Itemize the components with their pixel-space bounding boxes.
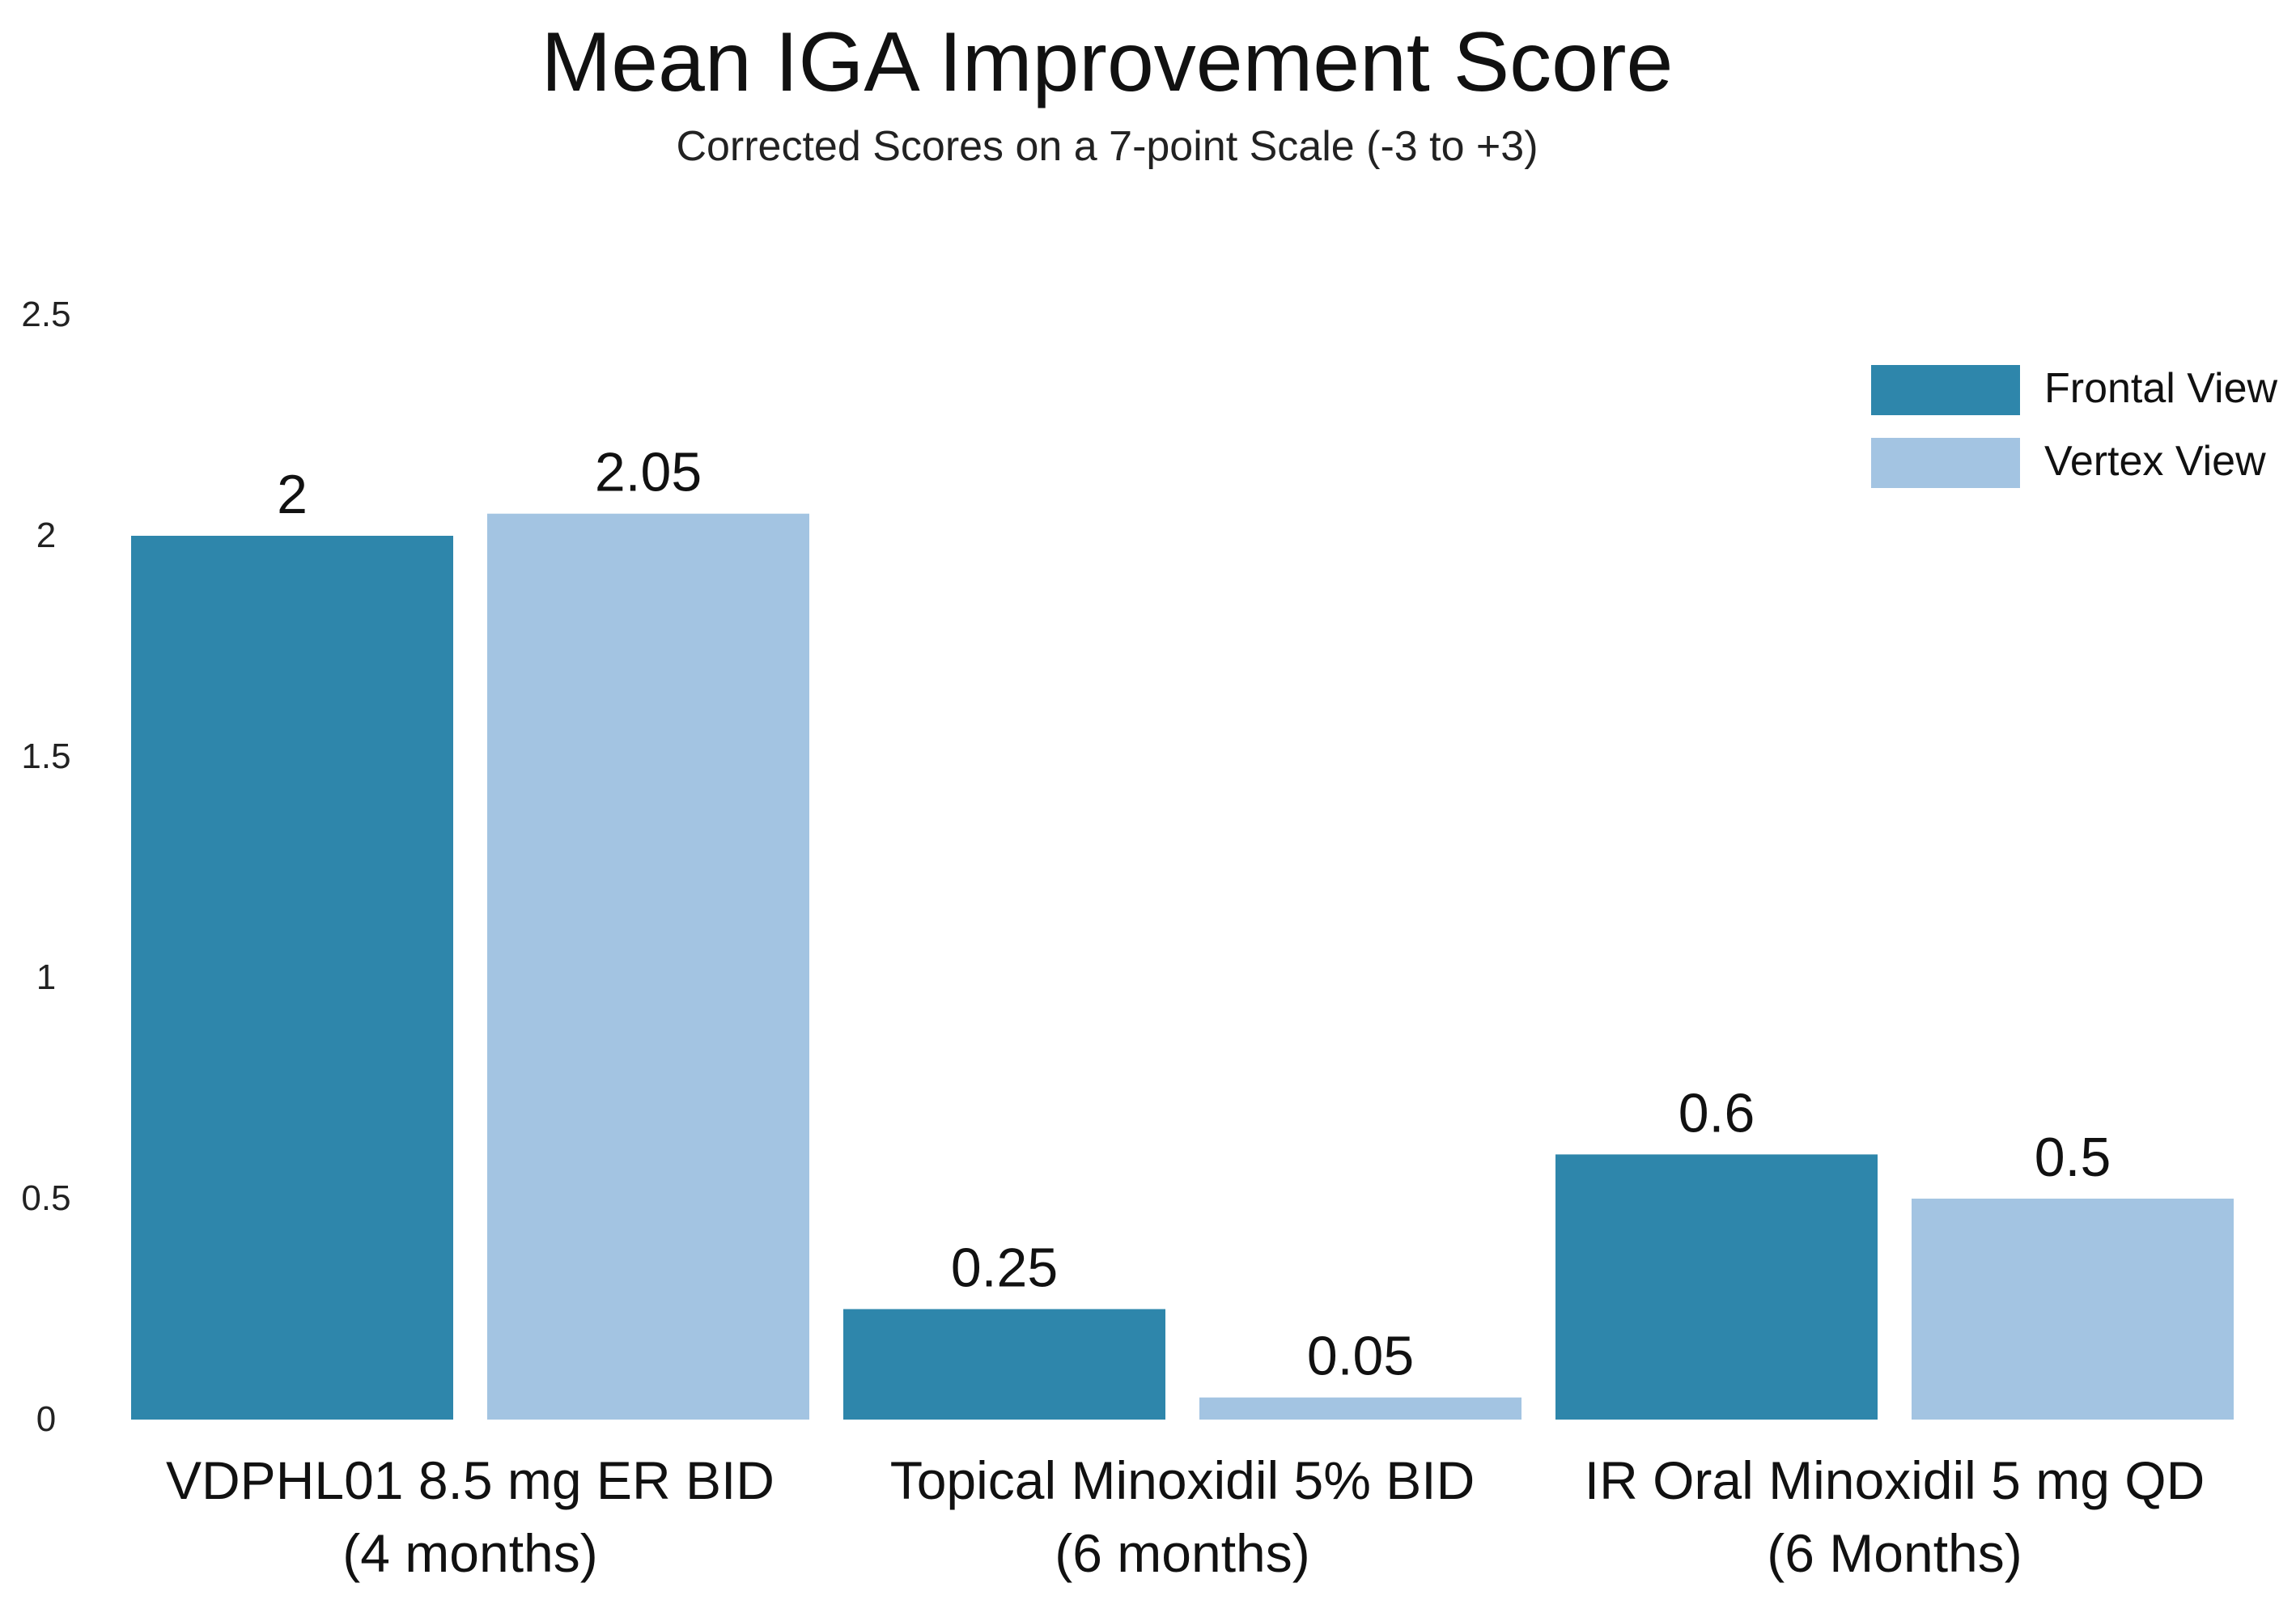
bar-value-label: 0.25 <box>951 1237 1058 1299</box>
y-tick-label: 2 <box>36 516 56 555</box>
bar-frontal <box>131 536 453 1420</box>
x-category-label: (6 months) <box>1055 1523 1309 1583</box>
bar-value-label: 2 <box>277 464 308 525</box>
legend-label: Frontal View <box>2044 365 2278 412</box>
x-axis: VDPHL01 8.5 mg ER BID (4 months) Topical M… <box>166 1450 2205 1583</box>
chart-subtitle: Corrected Scores on a 7-point Scale (-3 … <box>676 123 1538 170</box>
legend-swatch-vertex <box>1871 438 2020 488</box>
y-axis: 0 0.5 1 1.5 2 2.5 <box>21 295 70 1439</box>
x-category-label: VDPHL01 8.5 mg ER BID <box>166 1450 775 1510</box>
bars-group <box>131 513 2234 1420</box>
bar-value-label: 2.05 <box>595 442 702 503</box>
bar-value-label: 0.5 <box>2035 1127 2111 1188</box>
bar-frontal <box>843 1309 1165 1420</box>
y-tick-label: 0 <box>36 1399 56 1439</box>
bar-vertex <box>1912 1199 2234 1420</box>
legend-label: Vertex View <box>2044 438 2266 485</box>
bar-vertex <box>1199 1397 1521 1420</box>
bar-value-label: 0.05 <box>1307 1326 1414 1387</box>
legend-swatch-frontal <box>1871 365 2020 415</box>
y-tick-label: 2.5 <box>21 295 70 334</box>
x-category-label: (4 months) <box>342 1523 597 1583</box>
chart-title: Mean IGA Improvement Score <box>541 15 1674 109</box>
y-tick-label: 0.5 <box>21 1178 70 1218</box>
bar-vertex <box>487 513 809 1420</box>
bar-value-label: 0.6 <box>1678 1082 1755 1144</box>
data-labels-group: 2 0.25 0.6 2.05 0.05 0.5 <box>277 442 2111 1387</box>
x-category-label: IR Oral Minoxidil 5 mg QD <box>1585 1450 2205 1510</box>
x-category-label: Topical Minoxidil 5% BID <box>890 1450 1475 1510</box>
y-tick-label: 1 <box>36 957 56 997</box>
legend: Frontal View Vertex View <box>1871 365 2278 488</box>
x-category-label: (6 Months) <box>1767 1523 2022 1583</box>
y-tick-label: 1.5 <box>21 736 70 776</box>
bar-frontal <box>1555 1154 1878 1420</box>
